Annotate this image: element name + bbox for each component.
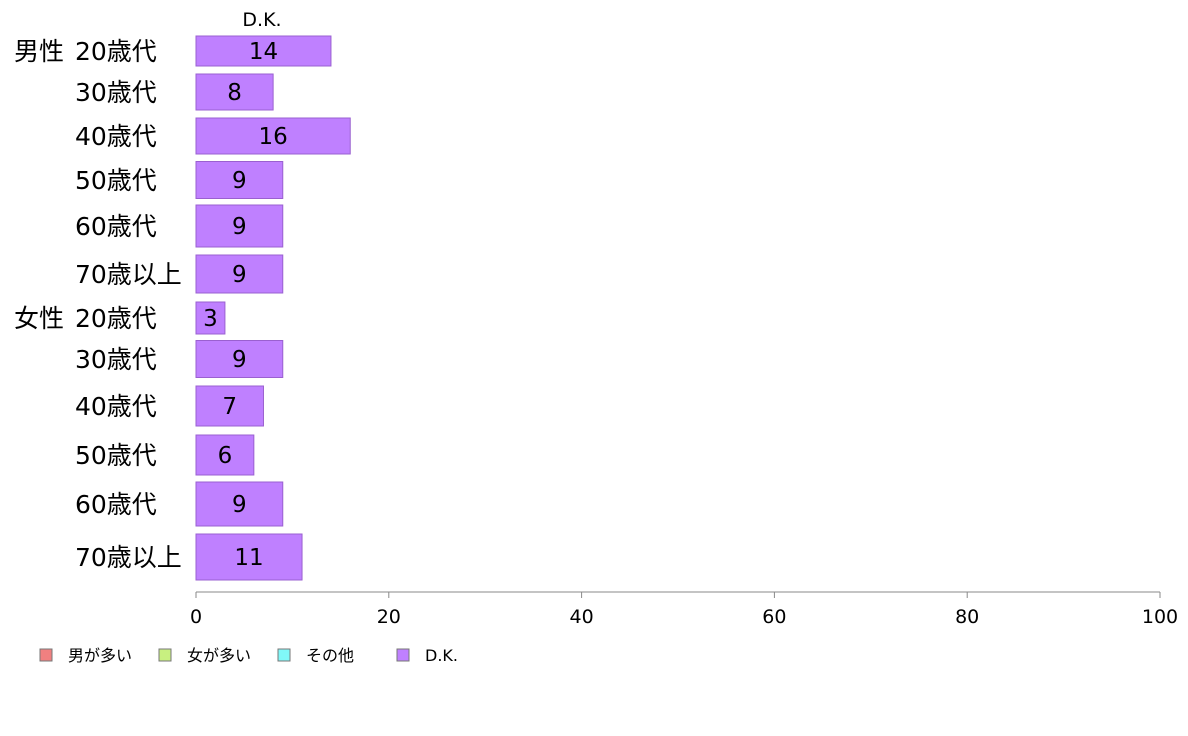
bar (195, 340, 284, 378)
category-label: 40歳代 (75, 122, 157, 151)
row-labels: 20歳代 30歳代 40歳代 50歳代 60歳代 70歳以上 20歳代 30歳代 40歳代 50歳… (14, 37, 182, 572)
legend-label: 男が多い (68, 646, 132, 665)
legend-label: その他 (306, 646, 354, 665)
bar-value-label: 9 (232, 262, 247, 288)
category-label: 70歳以上 (75, 543, 182, 572)
bar (195, 434, 255, 476)
bar (195, 385, 264, 427)
bar (195, 301, 226, 335)
legend-swatch (39, 648, 53, 662)
category-label: 30歳代 (75, 78, 157, 107)
category-label: 60歳代 (75, 212, 157, 241)
legend-swatch (158, 648, 172, 662)
group-label: 女性 (14, 304, 64, 333)
legend-label: 女が多い (187, 646, 251, 665)
group-label: 男性 (14, 37, 64, 66)
x-tick-label: 0 (190, 606, 202, 628)
bar (195, 254, 284, 294)
x-tick-label: 20 (377, 606, 401, 628)
category-label: 70歳以上 (75, 260, 182, 289)
bar (195, 117, 351, 155)
bar (195, 73, 274, 111)
bar-value-label: 6 (218, 443, 233, 469)
category-label: 30歳代 (75, 345, 157, 374)
x-tick-label: 40 (570, 606, 594, 628)
series-header-label: D.K. (242, 9, 281, 31)
category-label: 40歳代 (75, 392, 157, 421)
bar-value-label: 7 (222, 394, 237, 420)
bar (195, 35, 332, 67)
category-label: 20歳代 (75, 37, 157, 66)
x-tick-label: 100 (1142, 606, 1178, 628)
category-label: 60歳代 (75, 490, 157, 519)
series-header: D.K. (242, 9, 281, 31)
bar-value-label: 11 (234, 545, 263, 571)
bar-value-label: 16 (258, 124, 287, 150)
bar-value-label: 9 (232, 347, 247, 373)
bar-value-label: 8 (227, 80, 242, 106)
legend-swatch (396, 648, 410, 662)
category-label: 50歳代 (75, 166, 157, 195)
bar (195, 533, 303, 581)
bar-value-label: 3 (203, 306, 218, 332)
category-label: 50歳代 (75, 441, 157, 470)
x-tick-label: 60 (762, 606, 786, 628)
bar-value-label: 9 (232, 214, 247, 240)
x-axis: 0 20 40 60 80 100 (190, 591, 1178, 628)
category-label: 20歳代 (75, 304, 157, 333)
bar (195, 161, 284, 199)
bar (195, 481, 284, 527)
legend-swatch (277, 648, 291, 662)
bar-value-label: 9 (232, 168, 247, 194)
bar-value-label: 14 (249, 39, 278, 65)
legend-label: D.K. (425, 646, 458, 665)
x-tick-label: 80 (955, 606, 979, 628)
legend: 男が多い 女が多い その他 D.K. (39, 646, 458, 665)
bar-value-label: 9 (232, 492, 247, 518)
bar (195, 204, 284, 248)
